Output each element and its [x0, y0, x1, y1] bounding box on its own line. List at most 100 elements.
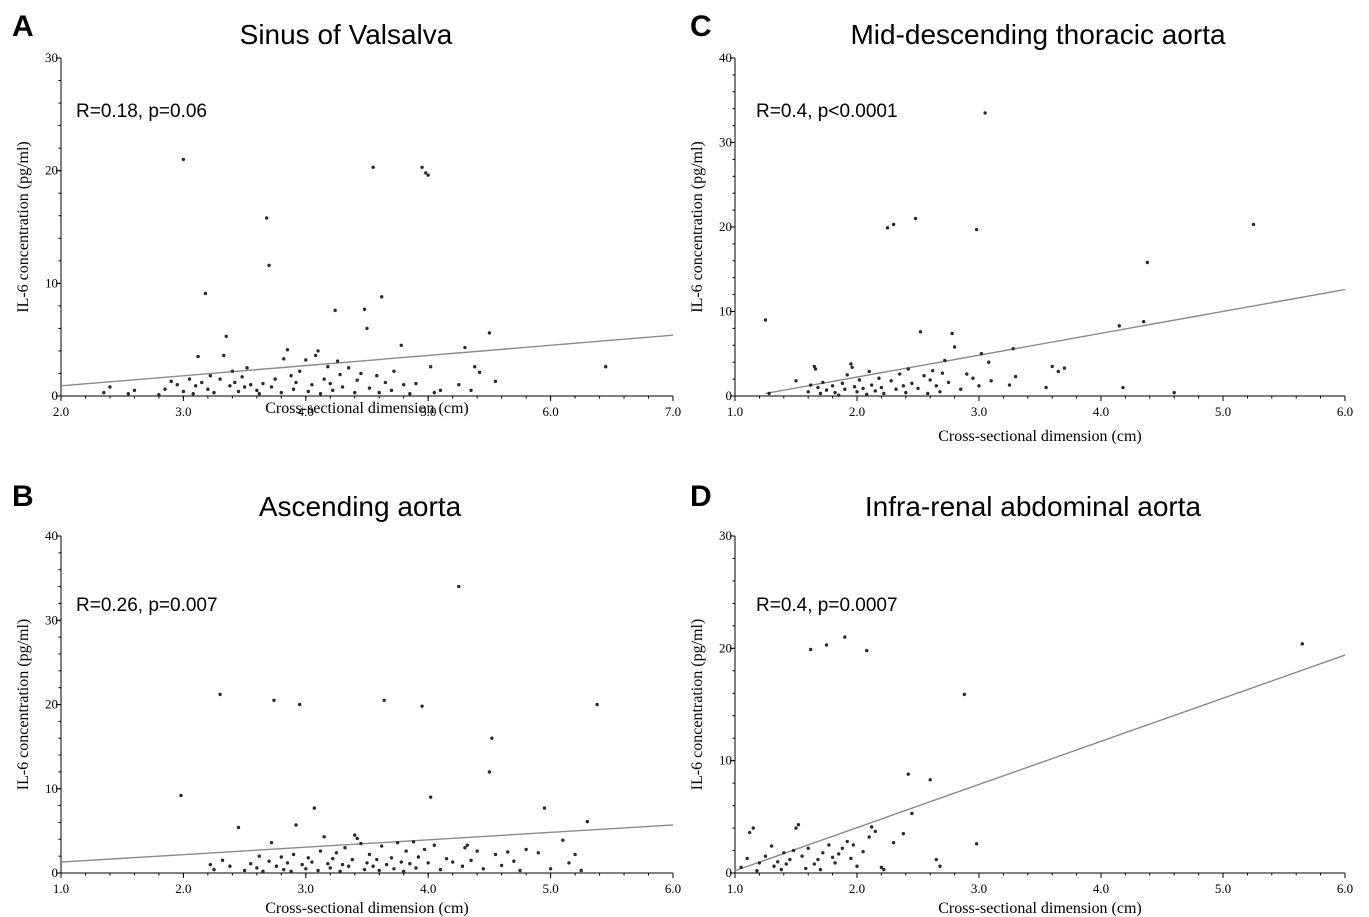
data-point	[392, 369, 396, 373]
data-point	[1062, 366, 1067, 370]
data-point	[788, 857, 792, 862]
y-tick-label: 20	[719, 640, 732, 655]
data-point	[328, 866, 332, 870]
data-point	[813, 367, 818, 371]
data-point	[542, 806, 547, 810]
data-point	[333, 308, 337, 313]
data-point	[824, 388, 829, 392]
data-point	[804, 866, 808, 871]
x-tick-label: 6.0	[542, 404, 558, 419]
data-point	[926, 391, 930, 396]
data-point	[1172, 390, 1176, 395]
data-point	[371, 864, 375, 868]
x-tick-label: 7.0	[665, 404, 681, 419]
data-point	[855, 390, 859, 394]
data-point	[294, 380, 298, 385]
data-point	[102, 390, 106, 395]
data-point	[236, 389, 241, 394]
x-tick-label: 6.0	[665, 881, 681, 896]
data-point	[285, 861, 290, 865]
data-point	[181, 389, 186, 394]
data-point	[463, 345, 467, 350]
data-point	[228, 384, 232, 388]
correlation-annotation: R=0.4, p<0.0001	[756, 101, 898, 122]
data-point	[821, 380, 825, 385]
data-point	[222, 353, 226, 358]
panel-b: B Ascending aorta R=0.26, p=0.007 1.0 2.0 3.0…	[12, 480, 681, 917]
data-point	[300, 862, 304, 867]
y-tick-label: 40	[45, 528, 58, 543]
x-tick-label: 4.0	[1093, 404, 1109, 419]
data-point	[175, 383, 179, 387]
data-point	[779, 867, 784, 872]
data-point	[365, 326, 369, 331]
data-point	[585, 819, 590, 824]
data-point	[200, 380, 204, 385]
data-point	[806, 390, 810, 394]
data-point	[898, 372, 902, 376]
y-tick-label: 30	[719, 135, 732, 150]
data-point	[603, 365, 608, 369]
data-point	[840, 381, 845, 386]
data-point	[808, 383, 813, 387]
data-point	[940, 371, 945, 375]
x-tick-label: 6.0	[1337, 881, 1353, 896]
data-point	[255, 388, 259, 393]
data-point	[377, 390, 381, 395]
data-point	[1056, 369, 1061, 374]
data-point	[506, 850, 510, 854]
panel-letter: B	[12, 480, 34, 513]
data-point	[340, 385, 345, 389]
data-point	[414, 866, 418, 870]
data-point	[906, 772, 910, 776]
chart-title: Infra-renal abdominal aorta	[865, 491, 1202, 522]
data-point	[126, 392, 131, 396]
data-point	[816, 385, 820, 390]
data-point	[808, 647, 813, 652]
data-point	[794, 826, 798, 830]
data-point	[910, 381, 914, 386]
data-point	[343, 846, 347, 850]
data-point	[249, 383, 253, 387]
data-point	[379, 844, 384, 848]
data-point	[294, 823, 298, 827]
data-point	[869, 383, 874, 387]
regression-line	[60, 824, 674, 863]
chart-title: Mid-descending thoracic aorta	[850, 19, 1226, 50]
correlation-annotation: R=0.26, p=0.007	[76, 595, 218, 616]
y-axis-label: IL-6 concentration (pg/ml)	[15, 141, 32, 313]
data-point	[267, 263, 271, 268]
data-point	[818, 867, 823, 872]
data-point	[763, 854, 768, 858]
data-point	[873, 829, 877, 834]
data-point	[772, 864, 776, 868]
data-point	[463, 846, 467, 850]
data-point	[375, 857, 379, 862]
y-tick-label: 10	[45, 275, 58, 290]
data-point	[855, 864, 859, 868]
data-point	[845, 373, 849, 377]
data-point	[457, 383, 461, 387]
data-point	[375, 374, 379, 378]
data-point	[755, 869, 759, 873]
data-point	[867, 835, 871, 839]
data-point	[362, 307, 367, 311]
data-point	[745, 856, 749, 861]
data-point	[512, 859, 516, 863]
data-point	[1117, 324, 1122, 328]
data-point	[938, 864, 942, 868]
data-point	[493, 852, 498, 857]
data-point	[889, 379, 893, 383]
data-point	[316, 349, 320, 353]
data-point	[974, 227, 979, 232]
data-point	[208, 374, 213, 378]
data-point	[367, 852, 372, 857]
x-tick-label: 4.0	[1093, 881, 1109, 896]
data-point	[426, 861, 430, 865]
data-point	[851, 843, 856, 847]
data-point	[212, 390, 216, 395]
data-point	[255, 866, 259, 870]
data-point	[843, 635, 847, 639]
x-axis-label: Cross-sectional dimension (cm)	[938, 428, 1142, 445]
x-tick-label: 3.0	[298, 881, 314, 896]
